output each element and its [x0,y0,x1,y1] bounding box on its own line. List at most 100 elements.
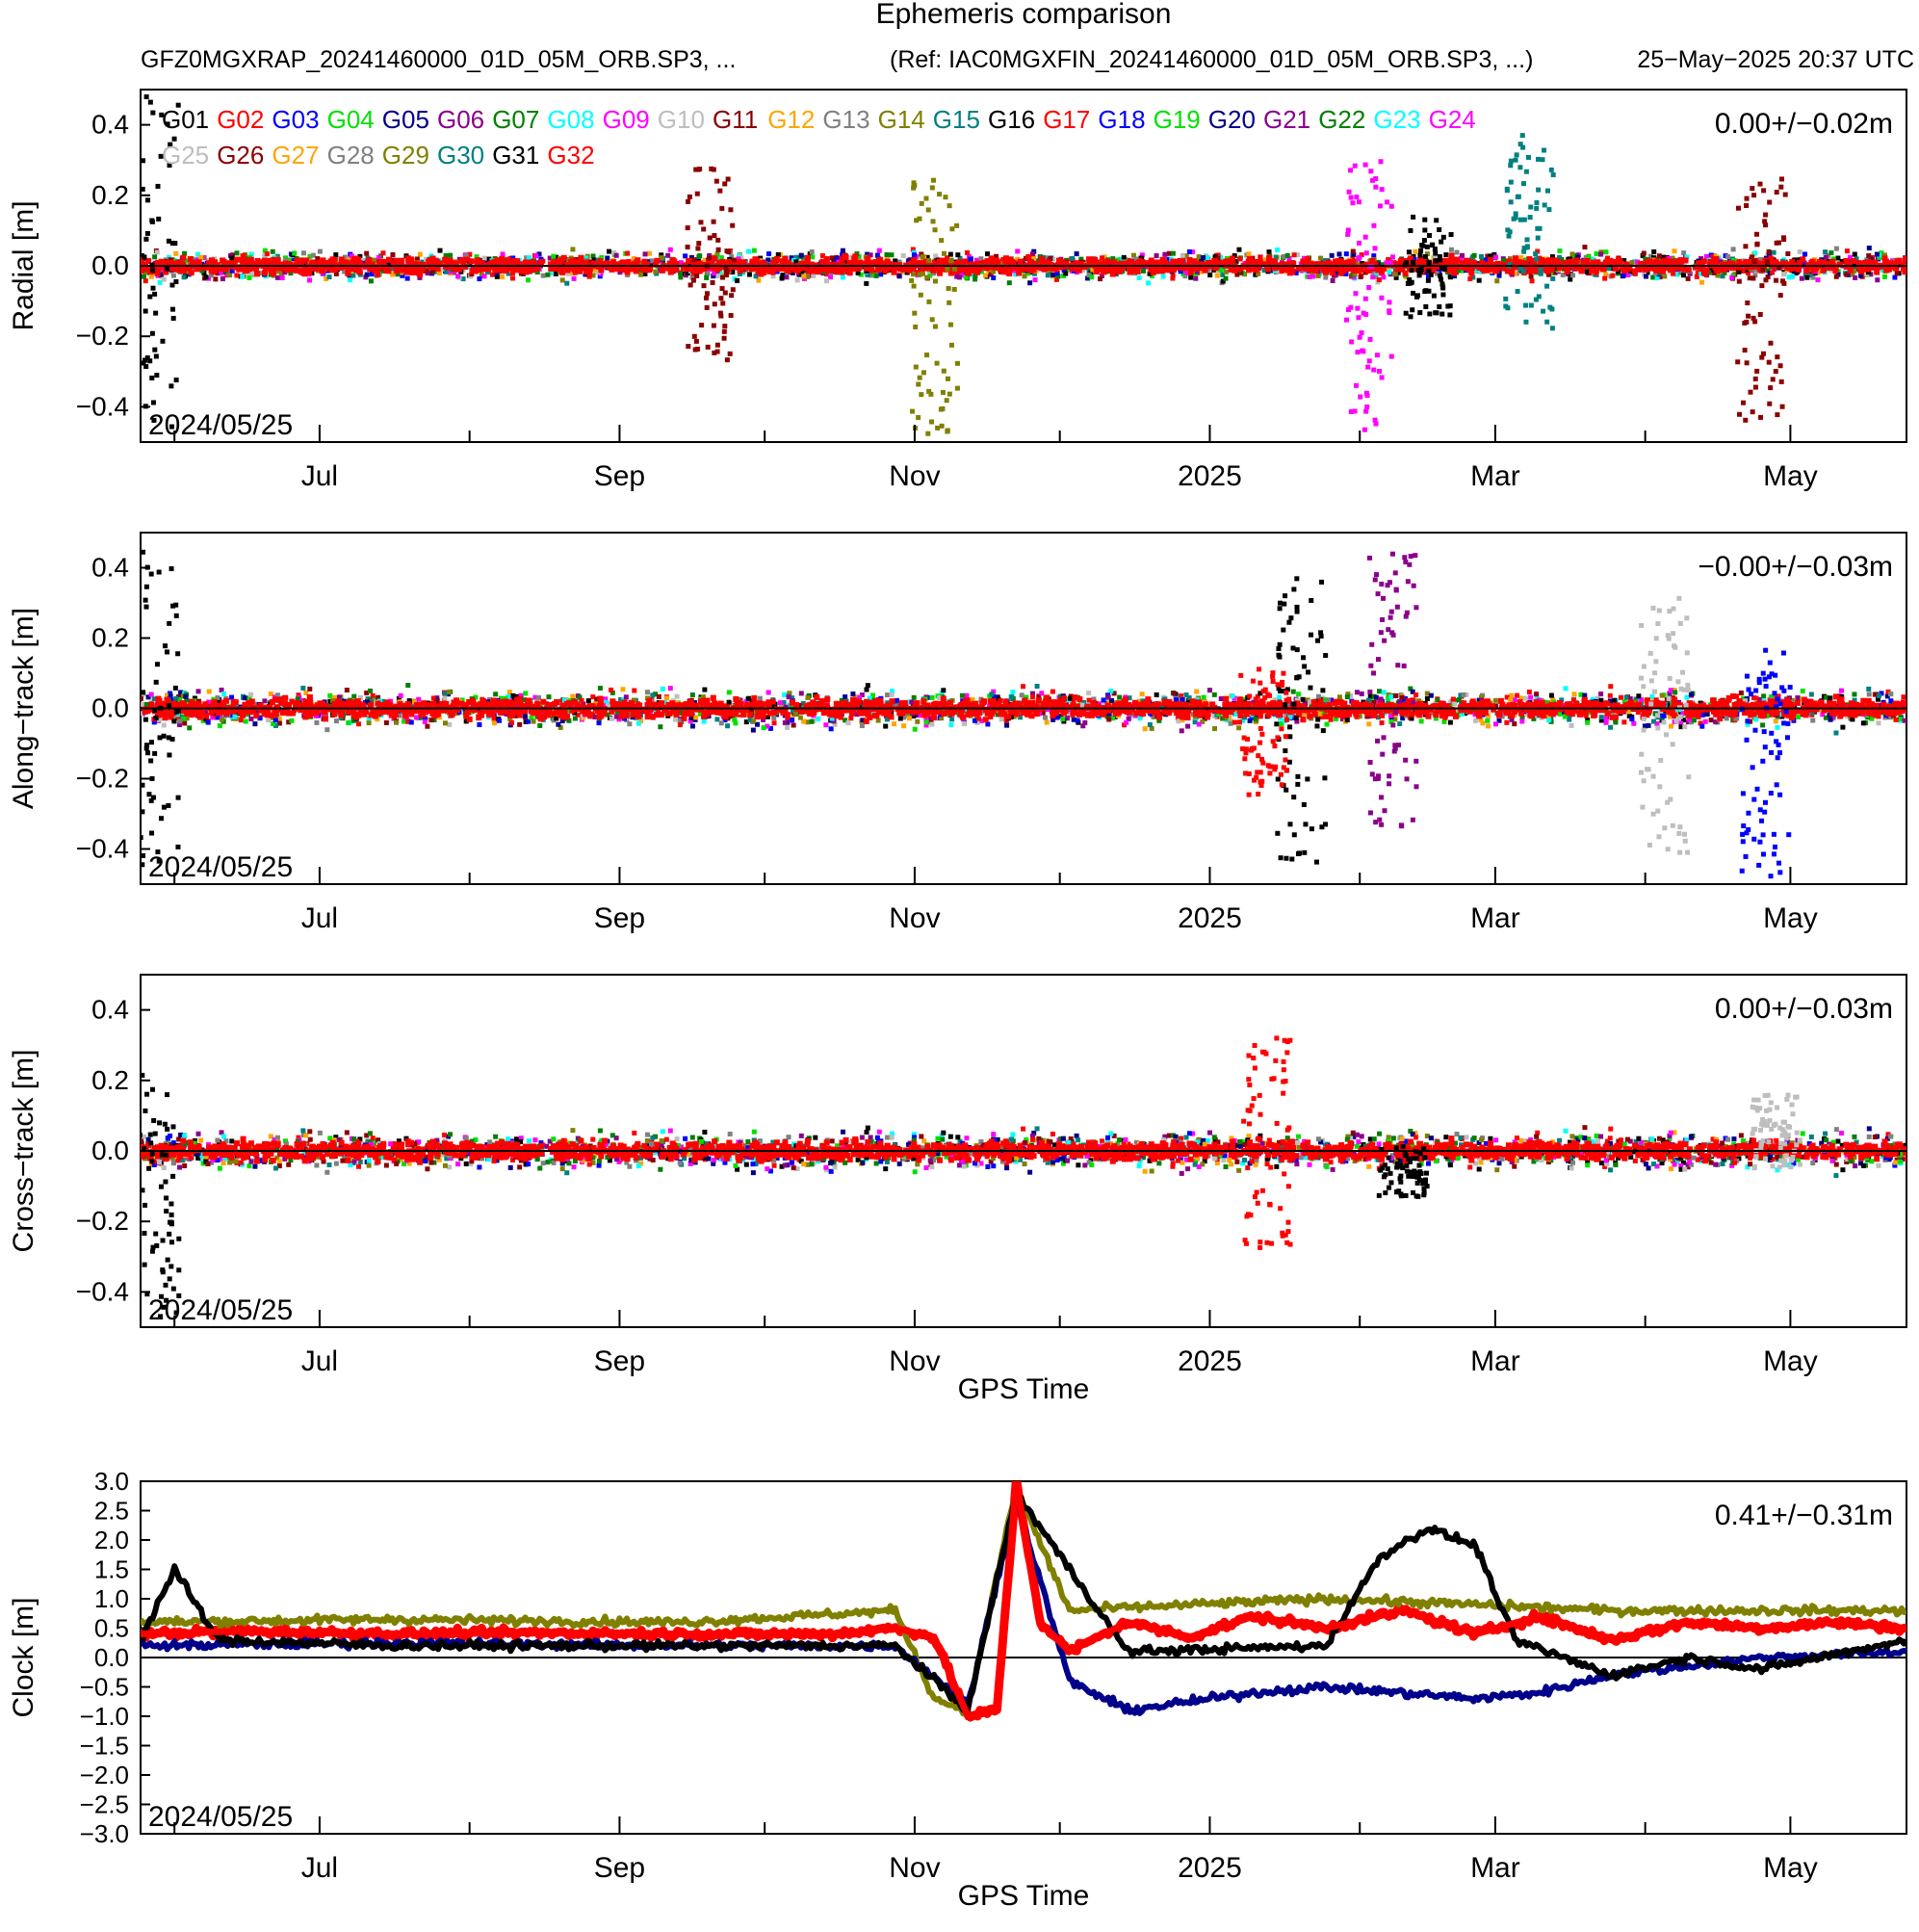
data-point-g16 [1408,228,1413,233]
data-point-g14 [935,426,940,431]
data-point [1834,247,1839,251]
data-point-g01 [165,267,169,272]
data-point [366,257,372,263]
data-point-g14 [930,317,935,322]
data-point-g11 [707,256,712,261]
data-point-g15 [1523,320,1528,325]
data-point [327,274,332,279]
data-point [182,274,187,279]
data-point-g26 [1754,369,1759,374]
data-point-g16 [1439,240,1443,245]
data-point-g14 [945,398,949,403]
data-point-g15 [1544,284,1549,289]
data-point [203,274,208,279]
data-point-g26 [1743,348,1748,352]
data-point-g11 [686,199,690,204]
data-point-g11 [686,225,690,230]
data-point [1225,258,1231,264]
data-point [526,277,531,282]
data-point [1569,251,1574,256]
data-point-g26 [1750,409,1755,414]
y-tick-label: 0.2 [91,180,129,210]
file-name-label: GFZ0MGXRAP_20241460000_01D_05M_ORB.SP3, … [141,46,736,73]
data-point-g01 [142,254,146,259]
data-point-g26 [1746,314,1750,319]
data-point-g16 [1438,257,1442,262]
data-point [496,267,502,273]
data-point [1454,257,1460,263]
data-point [1892,275,1897,280]
data-point-g26 [1763,213,1768,218]
x-tick-label: Nov [889,460,940,492]
data-point-g14 [940,424,945,429]
data-point [1171,274,1176,278]
data-point-g14 [942,251,947,256]
data-point-g15 [1514,215,1518,220]
data-point-g01 [143,364,148,369]
data-point [685,266,690,272]
data-point [1845,248,1850,253]
data-point [1141,269,1146,274]
data-point-g01 [167,239,171,244]
data-point [194,266,199,272]
data-point-g09 [1367,358,1372,363]
data-point-g09 [1375,352,1380,357]
data-point [142,274,146,279]
data-point [660,255,664,260]
data-point-g26 [1750,186,1754,191]
data-point-g11 [718,314,723,319]
data-point-g15 [1528,215,1533,220]
data-point [786,268,791,274]
data-point [390,252,395,257]
data-point-g15 [1509,159,1514,164]
data-point [1165,266,1171,272]
data-point [1798,249,1802,254]
data-point-g11 [722,324,727,328]
data-point-g01 [133,296,138,300]
data-point-g11 [722,329,727,334]
data-point [1824,255,1828,260]
data-point-g15 [1550,276,1555,281]
data-point-g09 [1346,227,1351,232]
data-point-g16 [1429,273,1434,277]
data-point [1303,266,1309,272]
data-point [1610,274,1615,278]
data-point [319,268,324,274]
data-point [586,266,592,272]
data-point-g26 [1743,418,1748,423]
data-point [801,274,806,278]
data-point-g26 [1768,341,1773,346]
data-point [1246,251,1251,256]
data-point-g16 [1437,304,1441,309]
data-point [1895,271,1900,275]
data-point-g15 [1549,168,1554,172]
data-point [1171,251,1176,256]
data-point-g09 [1378,203,1383,208]
data-point-g09 [1379,159,1384,164]
data-point [1530,278,1535,283]
data-point-g11 [715,238,720,243]
data-point-g16 [1441,235,1446,240]
data-point-g11 [726,249,731,254]
data-point [962,258,968,264]
data-point [198,255,203,260]
y-tick-label: 0.0 [91,250,129,280]
data-point-g09 [1363,235,1368,240]
data-point [254,271,260,276]
data-point-g09 [1385,199,1389,204]
data-point-g11 [729,313,734,318]
data-point-g14 [923,196,928,201]
data-point-g16 [1433,258,1438,263]
data-point-g16 [1422,238,1427,243]
data-point [1258,259,1263,265]
data-point-g01 [131,427,136,431]
data-point-g11 [715,350,720,354]
data-point-g15 [1528,204,1533,209]
data-point [475,257,480,263]
data-point-g15 [1543,202,1547,207]
data-point [1274,255,1279,260]
data-point [957,274,962,279]
timestamp-label: 25−May−2025 20:37 UTC [1637,46,1914,73]
data-point-g15 [1503,297,1508,301]
data-point-g01 [133,244,138,248]
